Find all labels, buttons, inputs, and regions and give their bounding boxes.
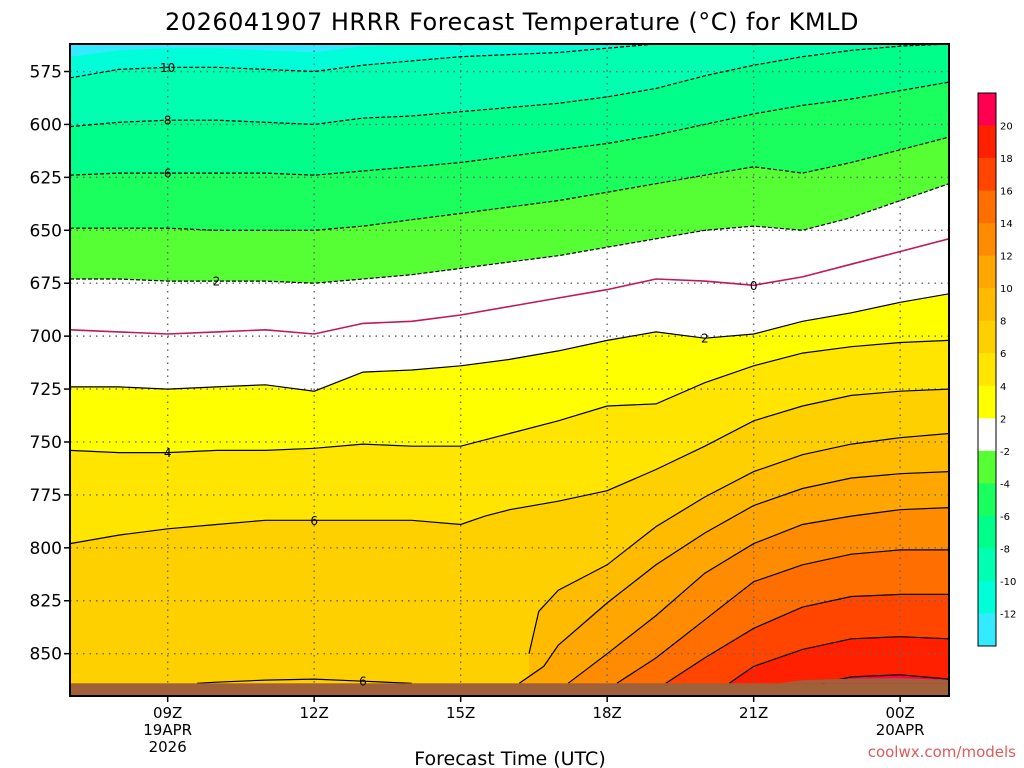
colorbar-swatch (978, 288, 996, 322)
colorbar-tick-label: 12 (1000, 252, 1013, 263)
colorbar-tick-label: 18 (1000, 154, 1013, 165)
colorbar-swatch (978, 320, 996, 354)
contour-label: 6 (310, 514, 318, 528)
fill-band (70, 44, 949, 78)
y-tick-label: 750 (30, 433, 62, 453)
colorbar-swatch (978, 125, 996, 159)
y-tick-label: 825 (30, 592, 62, 612)
x-tick-label: 21Z (739, 704, 768, 722)
chart-title: 2026041907 HRRR Forecast Temperature (°C… (165, 8, 859, 36)
contour-lines (70, 44, 949, 684)
colorbar-tick-label: 6 (1000, 349, 1006, 360)
contour-label: 2 (213, 275, 221, 289)
x-tick-label: 12Z (299, 704, 328, 722)
contour-label: 10 (160, 61, 175, 75)
colorbar-tick-label: 4 (1000, 382, 1006, 393)
colorbar-tick-label: 14 (1000, 219, 1013, 230)
colorbar-tick-label: -10 (1000, 577, 1016, 588)
contour-line (70, 183, 949, 284)
ground-rise (778, 678, 949, 684)
colorbar-frame (977, 92, 997, 647)
temperature-fill (70, 44, 949, 696)
contour-line (567, 507, 949, 684)
ground-band (70, 683, 949, 696)
contour-line (665, 593, 949, 684)
contour-line (70, 238, 949, 335)
colorbar-swatch (978, 613, 996, 647)
colorbar-tick-label: 8 (1000, 317, 1006, 328)
x-axis-label: Forecast Time (UTC) (414, 748, 605, 768)
contour-label: 0 (750, 279, 758, 293)
ground-surface (70, 678, 949, 696)
colorbar-swatch (978, 450, 996, 484)
contour-labels: 10 8 6 2 0 2 4 6 6 (160, 61, 758, 689)
contour-label: 4 (164, 446, 172, 460)
x-tick-label: 19APR (143, 721, 192, 739)
y-tick-label: 725 (30, 380, 62, 400)
contour-line (70, 293, 949, 392)
grid-lines (70, 44, 949, 696)
contour-line (728, 636, 949, 684)
colorbar-swatch (978, 190, 996, 224)
contour-label: 2 (701, 332, 709, 346)
contour-line (616, 549, 949, 684)
contour-line (70, 44, 949, 128)
colorbar-tick-label: -8 (1000, 544, 1010, 555)
colorbar-tick-label: -2 (1000, 447, 1010, 458)
colorbar: -12 -10 -8 -6 -4 -2 2 4 6 8 10 12 14 16 18 20 (977, 92, 1016, 647)
contour-line (70, 388, 949, 545)
colorbar-tick-label: -12 (1000, 609, 1016, 620)
colorbar-swatch (978, 93, 996, 127)
colorbar-tick-label: -4 (1000, 479, 1010, 490)
y-tick-label: 850 (30, 645, 62, 665)
contour-line (70, 44, 657, 79)
y-tick-label: 575 (30, 63, 62, 83)
colorbar-swatch (978, 483, 996, 517)
contour-line (70, 339, 949, 454)
colorbar-swatch (978, 158, 996, 192)
colorbar-tick-label: 16 (1000, 187, 1013, 198)
x-tick-label: 15Z (446, 704, 475, 722)
y-tick-label: 650 (30, 221, 62, 241)
colorbar-swatch (978, 353, 996, 387)
contour-label: 6 (359, 675, 367, 689)
colorbar-tick-label: 20 (1000, 122, 1013, 133)
colorbar-tick-label: 10 (1000, 284, 1013, 295)
y-tick-label: 600 (30, 115, 62, 135)
x-tick-label: 00Z (885, 704, 914, 722)
y-tick-label: 625 (30, 168, 62, 188)
y-axis: 575 600 625 650 675 700 725 750 775 800 825 850 (30, 63, 70, 665)
colorbar-swatch (978, 223, 996, 257)
colorbar-tick-label: 2 (1000, 414, 1006, 425)
y-tick-label: 800 (30, 539, 62, 559)
credit-text[interactable]: coolwx.com/models (868, 743, 1016, 761)
contour-line (70, 136, 949, 231)
x-tick-label: 20APR (876, 721, 925, 739)
x-tick-label: 2026 (149, 738, 187, 756)
plot-frame (69, 43, 950, 697)
contour-line (528, 432, 949, 654)
colorbar-swatch (978, 385, 996, 419)
y-tick-label: 700 (30, 327, 62, 347)
fill-band (70, 44, 412, 57)
contour-label: 8 (164, 114, 172, 128)
colorbar-swatch (978, 515, 996, 549)
colorbar-swatch (978, 548, 996, 582)
x-tick-label: 09Z (153, 704, 182, 722)
y-tick-label: 775 (30, 486, 62, 506)
contour-line (196, 678, 412, 684)
colorbar-swatch (978, 580, 996, 614)
colorbar-tick-label: -6 (1000, 512, 1010, 523)
colorbar-swatch (978, 255, 996, 289)
contour-line (70, 81, 949, 176)
contour-line (518, 471, 949, 684)
y-tick-label: 675 (30, 274, 62, 294)
contour-label: 6 (164, 167, 172, 181)
x-tick-label: 18Z (592, 704, 621, 722)
colorbar-swatch (978, 418, 996, 452)
